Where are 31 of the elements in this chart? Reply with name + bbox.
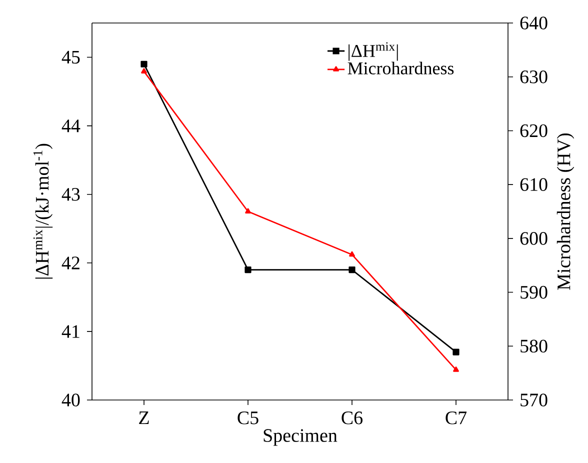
y-tick-label: 45	[62, 50, 80, 64]
point	[245, 208, 251, 214]
x-tick-label: C7	[446, 412, 467, 424]
y-tick-label: 42	[62, 256, 80, 270]
x-tick-label: C6	[342, 412, 363, 424]
point	[452, 348, 460, 356]
y2-tick-label: 640	[520, 16, 548, 30]
y-tick-label: 41	[62, 325, 80, 338]
x-axis-title: Specimen	[264, 429, 338, 446]
point	[453, 366, 459, 372]
y2-tick-label: 600	[520, 232, 548, 245]
legend-label: |ΔH$^{mix}$|	[348, 42, 398, 61]
y-tick-label: 40	[62, 394, 80, 406]
y2-tick-label: 580	[520, 340, 548, 353]
point	[348, 266, 356, 274]
point	[244, 266, 252, 274]
y2-tick-label: 610	[520, 178, 548, 191]
y2-axis-title: Microhardness (HV)	[556, 133, 574, 290]
y2-tick-label: 570	[520, 394, 548, 406]
x-tick-label: Z	[139, 412, 149, 424]
y2-tick-label: 620	[520, 124, 548, 138]
y2-tick-label: 590	[520, 286, 548, 299]
x-tick-label: C5	[238, 412, 258, 424]
point	[140, 60, 148, 68]
y-axis-title: |ΔH$^{mix}$|/(kJ·mol$^{-1}$)	[33, 144, 53, 279]
y-tick-label: 44	[62, 120, 80, 132]
point	[141, 68, 147, 74]
point	[349, 251, 355, 257]
y-tick-label: 43	[62, 188, 80, 201]
legend-label: Microhardness	[348, 62, 454, 74]
y2-tick-label: 630	[520, 70, 548, 84]
